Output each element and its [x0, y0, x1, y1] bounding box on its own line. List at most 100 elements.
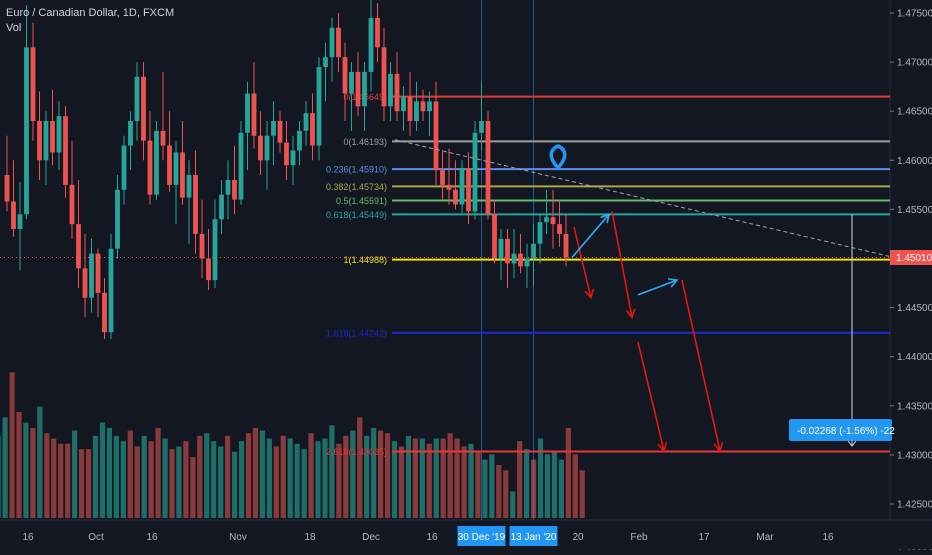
price-tick-label: 1.46000	[897, 156, 932, 167]
candle	[407, 71, 413, 136]
candle	[492, 199, 497, 264]
drawings-layer: -0.02268 (-1.56%) -22	[394, 139, 895, 453]
candle	[472, 121, 478, 220]
candle	[342, 42, 348, 122]
candle	[108, 233, 114, 340]
candle	[323, 42, 328, 102]
fib-level-label: 1.618(1.44242)	[326, 328, 387, 338]
candle-layer	[4, 0, 569, 340]
projection-arrow-blue[interactable]	[571, 213, 611, 259]
candle	[258, 111, 263, 176]
volume-bar	[440, 438, 446, 518]
candle	[329, 17, 335, 82]
volume-bar	[204, 433, 210, 518]
dashed-trendline[interactable]	[394, 139, 891, 258]
volume-bar	[572, 454, 578, 518]
candle-body	[446, 184, 452, 190]
candle	[303, 101, 309, 146]
candle	[63, 106, 68, 198]
volume-bar	[197, 435, 203, 518]
candle-body	[76, 224, 81, 269]
candle-body	[472, 132, 478, 212]
time-tick-label: 17	[698, 532, 710, 543]
candle-body	[108, 248, 114, 333]
volume-bar	[447, 433, 453, 518]
candle	[82, 233, 88, 318]
candle	[95, 248, 101, 318]
candle-body	[154, 130, 159, 195]
candle-body	[368, 17, 374, 72]
candle-body	[453, 189, 458, 205]
candle	[212, 199, 218, 288]
measure-arrow[interactable]	[847, 214, 857, 447]
candle	[420, 89, 426, 122]
candle-body	[160, 130, 166, 146]
candle-body	[310, 113, 315, 146]
volume-bar	[405, 435, 412, 518]
location-pin-icon[interactable]	[549, 144, 567, 171]
volume-bar	[322, 438, 328, 518]
time-tick-label: 16	[22, 532, 34, 543]
fib-level-label: 0.382(1.45734)	[326, 182, 387, 192]
candle-body	[511, 253, 517, 264]
candle	[401, 86, 406, 131]
candle-body	[420, 101, 426, 112]
candle	[531, 224, 536, 286]
candle	[121, 135, 127, 205]
volume-bar	[211, 441, 217, 518]
volume-bar	[482, 459, 488, 518]
price-tick-label: 1.43500	[897, 401, 932, 412]
volume-bar	[433, 438, 439, 518]
candle	[466, 152, 471, 225]
time-tick-label: Feb	[630, 532, 648, 543]
candle	[544, 189, 549, 234]
candle-body	[56, 116, 62, 153]
volume-bar	[51, 438, 57, 518]
candle-body	[401, 96, 406, 112]
candle	[76, 179, 81, 288]
price-tick-label: 1.42500	[897, 500, 932, 511]
projection-arrow-red[interactable]	[611, 211, 636, 320]
candle-body	[381, 47, 387, 107]
candle	[193, 150, 198, 254]
candle-body	[394, 73, 400, 112]
candle	[251, 62, 257, 149]
candle	[505, 229, 510, 288]
candle-body	[219, 194, 224, 220]
volume-bar	[127, 430, 133, 518]
projection-arrow-blue[interactable]	[637, 278, 679, 296]
volume-bar	[16, 412, 22, 518]
volume-bar	[9, 372, 15, 518]
volume-bar	[252, 427, 259, 518]
projection-arrow-red[interactable]	[681, 279, 724, 453]
projection-arrow-red[interactable]	[573, 226, 595, 300]
price-axis[interactable]: 1.47500 1.47000 1.46500 1.46000 1.45500 1.450…	[890, 9, 932, 555]
time-axis[interactable]: 16 Oct 16 Nov 18 Dec 16 20 Feb 17 Mar 16 30 Dec '19 1…	[22, 526, 834, 546]
candle-body	[147, 140, 153, 195]
price-tick-label: 1.47500	[897, 9, 932, 20]
candle	[511, 229, 517, 279]
candle-body	[4, 175, 10, 202]
volume-bar	[517, 441, 523, 518]
price-tick-label: 1.43000	[897, 450, 932, 461]
candle	[459, 160, 465, 215]
fib-level-label: 1(1.44988)	[343, 255, 387, 265]
volume-bar	[336, 443, 342, 518]
projection-arrow-red[interactable]	[637, 341, 668, 453]
volume-bar	[537, 438, 544, 518]
candle-body	[459, 168, 465, 205]
candle-body	[531, 243, 536, 259]
candle-body	[544, 217, 549, 223]
candle	[518, 233, 523, 274]
candle-body	[485, 121, 491, 215]
fib-level-label: 0.618(1.45449)	[326, 210, 387, 220]
volume-bar	[37, 406, 43, 518]
candle	[485, 111, 491, 220]
candle	[264, 121, 270, 190]
candle	[30, 22, 36, 141]
candle-body	[180, 152, 185, 198]
candle	[563, 214, 569, 267]
candle	[446, 148, 452, 205]
